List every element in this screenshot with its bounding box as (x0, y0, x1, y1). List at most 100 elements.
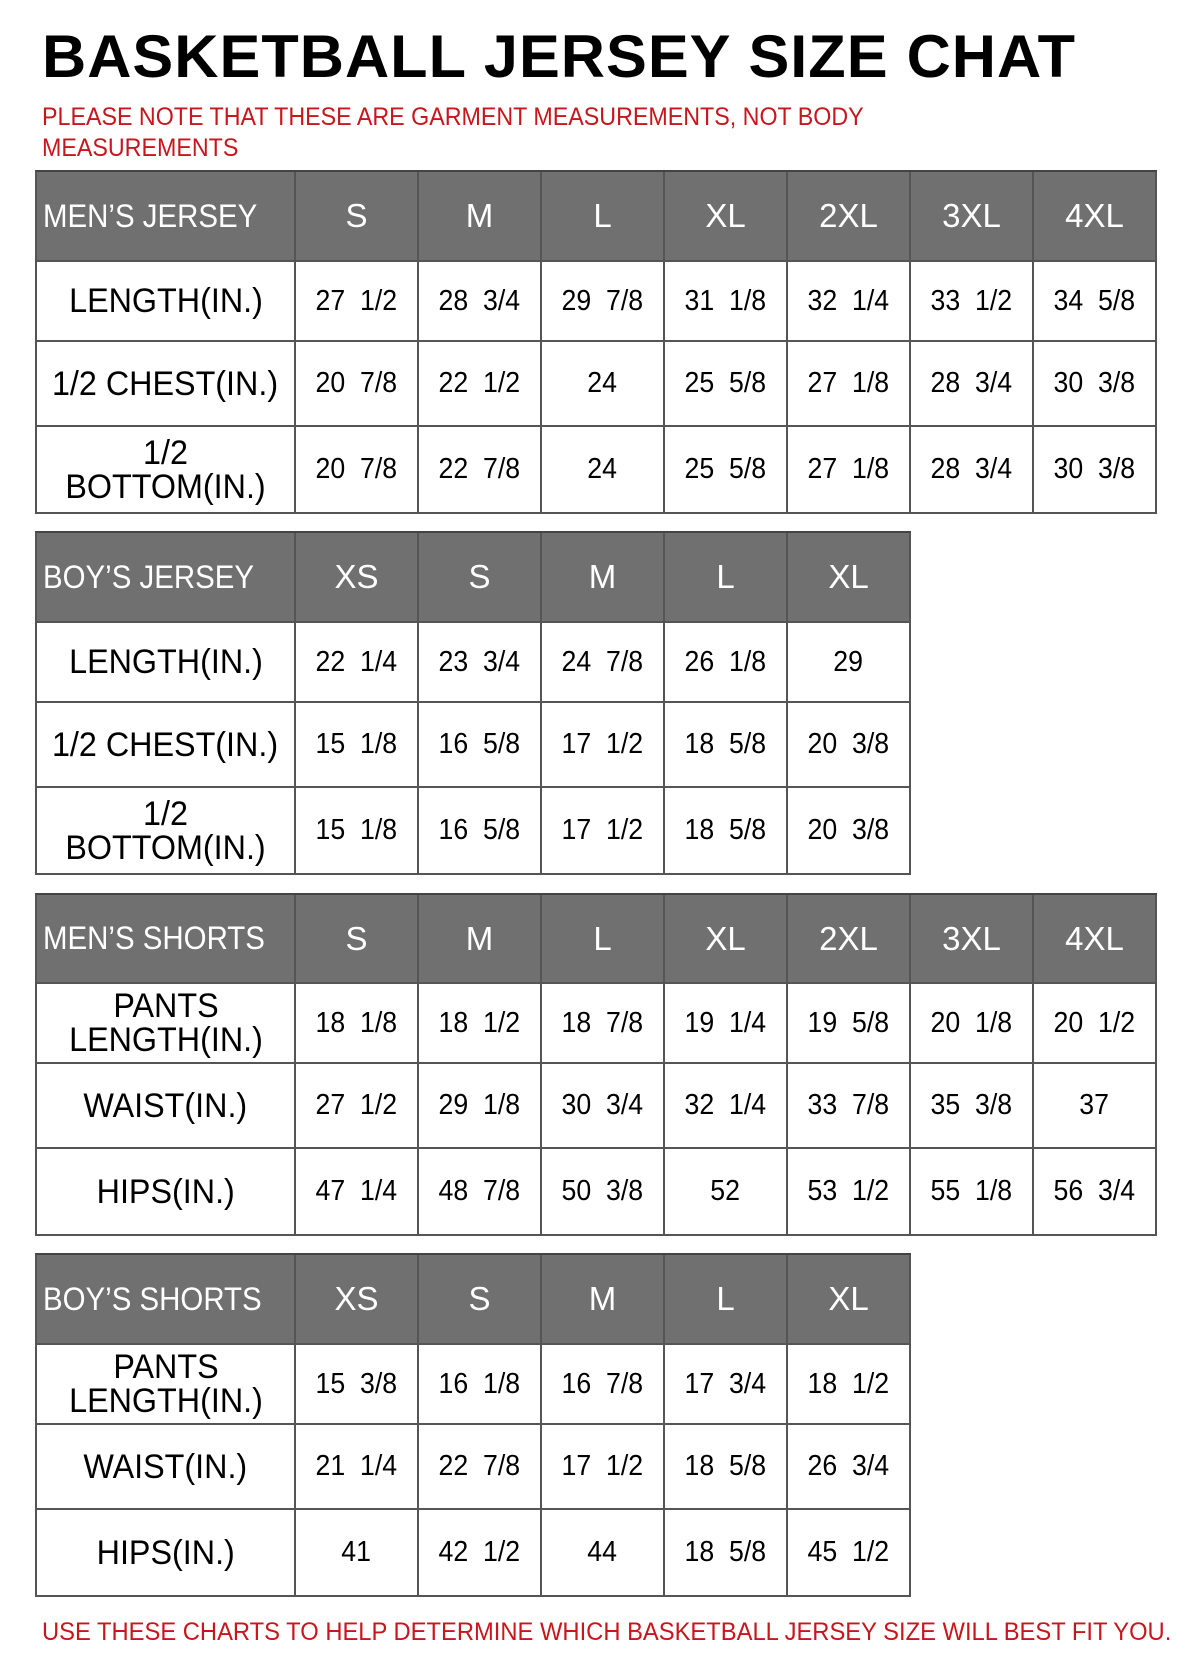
size-header: 3XL (911, 172, 1034, 262)
row-label: HIPS(IN.) (37, 1149, 296, 1236)
measurement-cell: 33 1/2 (911, 262, 1034, 342)
measurement-cell: 37 (1034, 1064, 1157, 1149)
measurement-cell-text: 27 1/8 (807, 453, 890, 485)
measurement-cell-text: 44 (587, 1536, 618, 1568)
measurement-cell: 16 7/8 (542, 1345, 665, 1425)
measurement-cell-text: 15 1/8 (315, 728, 398, 760)
measurement-cell-text: 16 5/8 (438, 728, 521, 760)
measurement-cell: 34 5/8 (1034, 262, 1157, 342)
measurement-cell: 18 5/8 (665, 1425, 788, 1510)
measurement-cell-text: 32 1/4 (807, 284, 890, 317)
measurement-cell-text: 29 (833, 645, 864, 678)
measurement-cell: 24 (542, 427, 665, 514)
measurement-cell-text: 30 3/4 (561, 1089, 644, 1121)
measurement-cell-text: 23 3/4 (438, 645, 521, 678)
measurement-cell-text: 20 3/8 (807, 814, 890, 846)
size-header-text: XS (334, 558, 379, 595)
size-table: BOY’S SHORTS XS S M L XL PANTS LENGTH(IN.) 15 3… (35, 1253, 911, 1597)
size-header-text: 2XL (819, 197, 878, 234)
size-header: L (542, 895, 665, 984)
footer-note: USE THESE CHARTS TO HELP DETERMINE WHICH… (42, 1618, 1172, 1646)
size-header-text: 3XL (942, 919, 1001, 957)
size-header-text: L (593, 919, 612, 957)
row-label-text: 1/2 BOTTOM(IN.) (65, 794, 266, 867)
measurement-cell: 29 1/8 (419, 1064, 542, 1149)
size-header-text: XL (828, 558, 869, 595)
measurement-cell-text: 30 3/8 (1053, 453, 1136, 485)
garment-note: PLEASE NOTE THAT THESE ARE GARMENT MEASU… (42, 103, 864, 162)
measurement-cell: 16 5/8 (419, 703, 542, 788)
row-label: 1/2 BOTTOM(IN.) (37, 427, 296, 514)
measurement-cell-text: 15 3/8 (315, 1367, 398, 1400)
measurement-cell: 26 3/4 (788, 1425, 911, 1510)
measurement-cell: 44 (542, 1510, 665, 1597)
size-header: XL (665, 895, 788, 984)
measurement-cell-text: 26 1/8 (684, 645, 767, 678)
measurement-cell-text: 27 1/2 (315, 1089, 398, 1121)
size-header-text: 3XL (942, 197, 1001, 234)
row-label: 1/2 CHEST(IN.) (37, 703, 296, 788)
measurement-cell: 32 1/4 (665, 1064, 788, 1149)
row-label: 1/2 BOTTOM(IN.) (37, 788, 296, 875)
measurement-cell: 23 3/4 (419, 623, 542, 703)
size-header: 2XL (788, 895, 911, 984)
measurement-cell: 27 1/8 (788, 427, 911, 514)
measurement-cell-text: 28 3/4 (438, 284, 521, 317)
size-header: XS (296, 533, 419, 623)
measurement-cell: 22 7/8 (419, 1425, 542, 1510)
measurement-cell-text: 55 1/8 (930, 1175, 1013, 1207)
row-label-text: LENGTH(IN.) (68, 282, 263, 320)
size-header-text: M (465, 197, 494, 234)
measurement-cell-text: 20 7/8 (315, 367, 398, 399)
row-label: PANTS LENGTH(IN.) (37, 984, 296, 1064)
measurement-cell-text: 18 1/2 (438, 1006, 521, 1039)
measurement-cell-text: 18 7/8 (561, 1006, 644, 1039)
measurement-cell-text: 21 1/4 (315, 1450, 398, 1482)
size-header: M (419, 172, 542, 262)
row-label-text: 1/2 CHEST(IN.) (52, 364, 279, 403)
size-header-text: 4XL (1065, 919, 1124, 957)
measurement-cell-text: 29 1/8 (438, 1089, 521, 1121)
measurement-cell-text: 42 1/2 (438, 1536, 521, 1568)
size-header-text: S (345, 197, 368, 234)
measurement-cell: 18 5/8 (665, 703, 788, 788)
row-label-text: PANTS LENGTH(IN.) (68, 987, 263, 1059)
table-title-text: MEN’S JERSEY (43, 197, 258, 234)
size-header-text: XL (705, 919, 746, 957)
measurement-cell: 24 7/8 (542, 623, 665, 703)
size-header-text: L (716, 558, 735, 595)
measurement-cell: 18 1/2 (788, 1345, 911, 1425)
measurement-cell: 26 1/8 (665, 623, 788, 703)
measurement-cell: 29 (788, 623, 911, 703)
row-label-text: LENGTH(IN.) (68, 643, 263, 681)
measurement-cell: 18 1/8 (296, 984, 419, 1064)
size-header: XL (788, 1255, 911, 1345)
measurement-cell-text: 33 1/2 (930, 284, 1013, 317)
table-title: MEN’S JERSEY (37, 172, 296, 262)
measurement-cell-text: 18 1/2 (807, 1367, 890, 1400)
measurement-cell: 24 (542, 342, 665, 427)
measurement-cell: 27 1/8 (788, 342, 911, 427)
measurement-cell: 17 1/2 (542, 703, 665, 788)
measurement-cell-text: 48 7/8 (438, 1175, 521, 1207)
size-header: XS (296, 1255, 419, 1345)
size-header: L (542, 172, 665, 262)
measurement-cell: 22 1/2 (419, 342, 542, 427)
size-header-text: M (588, 558, 617, 595)
size-header-text: XS (334, 1280, 379, 1317)
measurement-cell: 18 1/2 (419, 984, 542, 1064)
row-label: WAIST(IN.) (37, 1425, 296, 1510)
size-header: 4XL (1034, 895, 1157, 984)
size-header: S (419, 1255, 542, 1345)
size-header-text: S (468, 1280, 491, 1317)
page-title: BASKETBALL JERSEY SIZE CHAT (42, 23, 1077, 90)
size-header: XL (788, 533, 911, 623)
measurement-cell-text: 16 1/8 (438, 1367, 521, 1400)
table-title: BOY’S JERSEY (37, 533, 296, 623)
measurement-cell: 48 7/8 (419, 1149, 542, 1236)
measurement-cell-text: 24 7/8 (561, 645, 644, 678)
table-title: MEN’S SHORTS (37, 895, 296, 984)
measurement-cell: 15 3/8 (296, 1345, 419, 1425)
measurement-cell-text: 27 1/2 (315, 284, 398, 317)
size-header: S (296, 895, 419, 984)
